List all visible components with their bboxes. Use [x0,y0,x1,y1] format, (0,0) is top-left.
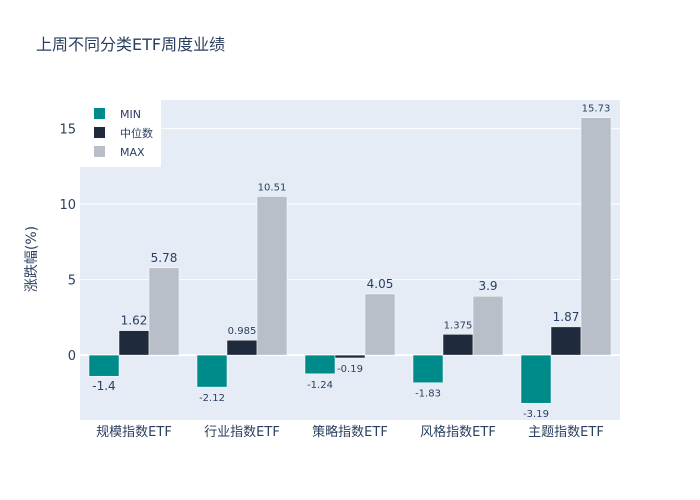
bars [88,117,612,404]
bar[interactable] [196,354,228,388]
bar[interactable] [118,330,150,356]
chart-title: 上周不同分类ETF周度业绩 [36,35,225,54]
bar[interactable] [442,334,474,356]
data-label: -0.19 [337,364,363,375]
data-label: -1.4 [92,379,115,393]
data-label: -3.19 [523,409,549,420]
bar[interactable] [550,326,582,356]
bar[interactable] [334,354,366,359]
legend-item[interactable]: 中位数 [120,126,153,140]
bar[interactable] [304,354,336,375]
data-label: 1.62 [121,314,148,328]
data-label: 10.51 [258,182,287,193]
bar[interactable] [148,267,180,356]
data-labels: -1.4 1.62 5.78 -2.12 0.985 10.51 -1.24 -0.19 4.0… [92,104,610,421]
y-tick-label: 0 [68,349,76,364]
data-label: 4.05 [367,277,394,291]
x-tick-label: 策略指数ETF [312,424,388,440]
legend-item[interactable]: MAX [120,146,145,159]
bar[interactable] [412,354,444,383]
data-label: 1.375 [444,320,473,331]
bar[interactable] [520,354,552,404]
data-label: 5.78 [151,251,178,265]
bar[interactable] [88,354,120,377]
legend-swatch [94,146,105,157]
data-label: 15.73 [582,104,611,115]
bar[interactable] [256,196,288,356]
data-label: -1.83 [415,389,441,400]
bar[interactable] [364,293,396,356]
data-label: -2.12 [199,393,225,404]
y-tick-label: 10 [59,198,76,213]
data-label: 0.985 [228,326,257,337]
y-axis-ticks: 0 5 10 15 [59,123,76,364]
x-tick-label: 主题指数ETF [528,425,604,440]
x-axis-ticks: 规模指数ETF 行业指数ETF 策略指数ETF 风格指数ETF 主题指数ETF [96,424,604,440]
bar[interactable] [580,117,612,356]
legend-swatch [94,108,105,119]
data-label: -1.24 [307,380,333,391]
data-label: 3.9 [478,279,497,293]
x-tick-label: 行业指数ETF [204,425,280,440]
bar[interactable] [226,339,258,356]
legend-item[interactable]: MIN [120,108,141,121]
data-label: 1.87 [553,310,580,324]
y-tick-label: 5 [68,274,76,289]
legend-box [80,100,161,167]
legend-swatch [94,127,105,138]
x-tick-label: 风格指数ETF [420,424,496,440]
x-tick-label: 规模指数ETF [96,425,172,440]
y-axis-label: 涨跌幅(%) [24,226,40,292]
bar[interactable] [472,295,504,356]
y-tick-label: 15 [59,123,76,138]
legend[interactable]: MIN 中位数 MAX [80,100,161,167]
